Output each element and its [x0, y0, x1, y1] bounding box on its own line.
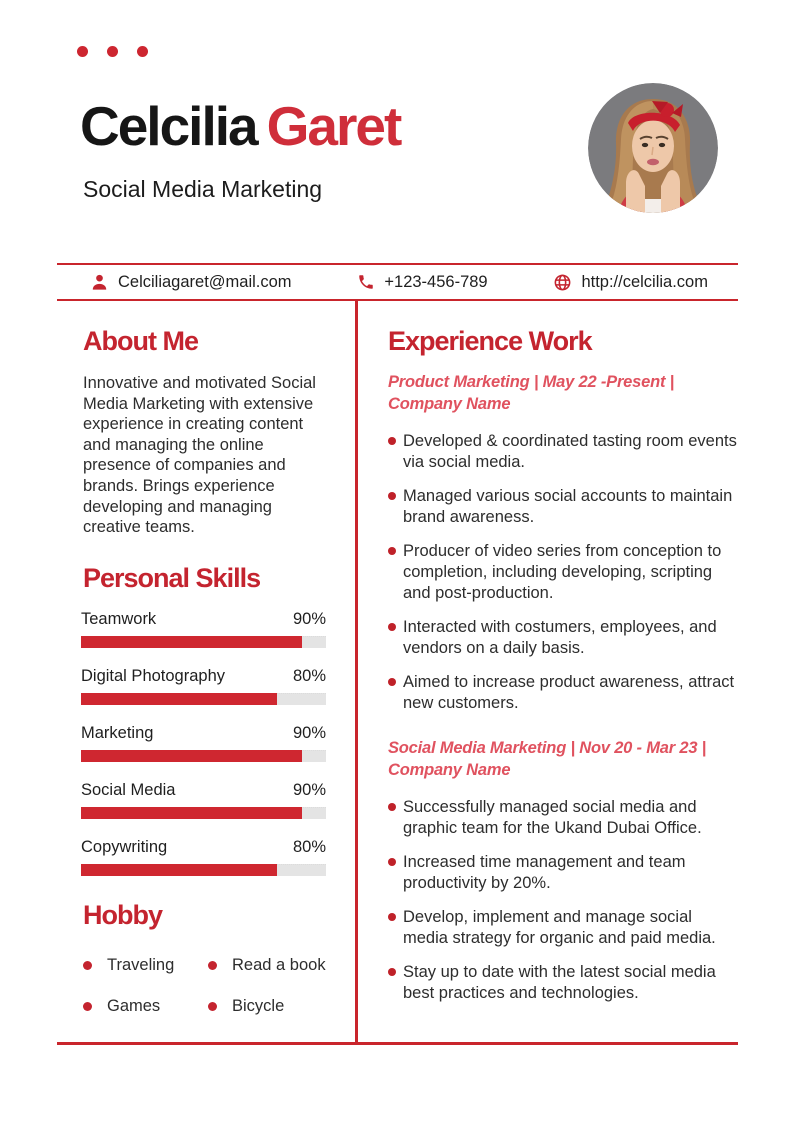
job-bullet-list: Developed & coordinated tasting room eve… [388, 431, 740, 714]
bullet-text: Aimed to increase product awareness, att… [403, 673, 735, 712]
last-name: Garet [266, 95, 403, 157]
hobby-item: Read a book [208, 956, 331, 975]
job-bullet: Aimed to increase product awareness, att… [388, 672, 740, 714]
skill-bar-track [81, 635, 326, 648]
red-dot-icon [137, 46, 148, 57]
bullet-text: Developed & coordinated tasting room eve… [403, 432, 737, 471]
hobby-item: Bicycle [208, 997, 331, 1016]
bullet-text: Producer of video series from conception… [403, 542, 722, 602]
bottom-rule [57, 1042, 738, 1045]
phone-text: +123-456-789 [384, 272, 488, 291]
bullet-icon [208, 1001, 217, 1011]
skill-row: Copywriting 80% [81, 837, 331, 876]
skill-row: Marketing 90% [81, 723, 331, 762]
first-name: Celcilia [80, 95, 259, 157]
hobby-label: Games [107, 996, 161, 1015]
contact-email[interactable]: Celciliagaret@mail.com [90, 273, 292, 292]
bullet-icon [388, 492, 396, 500]
skill-percent: 80% [292, 837, 326, 856]
skill-bar-track [81, 806, 326, 819]
skill-label: Digital Photography [81, 666, 226, 685]
hobby-item: Traveling [83, 956, 208, 975]
bullet-text: Successfully managed social media and gr… [403, 798, 702, 837]
person-name: Celcilia Garet [80, 94, 403, 158]
right-column: Experience Work Product Marketing | May … [388, 328, 740, 1017]
bullet-icon [388, 803, 396, 811]
contact-phone[interactable]: +123-456-789 [357, 272, 488, 292]
skill-bar-fill [81, 635, 302, 648]
bullet-icon [388, 437, 396, 445]
skill-bar-fill [81, 692, 277, 705]
bullet-text: Increased time management and team produ… [403, 853, 686, 892]
hobby-label: Bicycle [232, 996, 285, 1015]
skill-label: Teamwork [81, 609, 157, 628]
hobby-label: Read a book [232, 955, 326, 974]
skill-label: Copywriting [81, 837, 168, 856]
bullet-icon [83, 960, 92, 970]
email-text: Celciliagaret@mail.com [118, 272, 292, 291]
hobby-title: Hobby [83, 899, 163, 930]
hobby-label: Traveling [107, 955, 175, 974]
personal-skills-title: Personal Skills [83, 562, 261, 593]
job-bullet-list: Successfully managed social media and gr… [388, 797, 740, 1004]
job-bullet: Stay up to date with the latest social m… [388, 962, 740, 1004]
skill-bar-track [81, 749, 326, 762]
skill-row: Social Media 90% [81, 780, 331, 819]
hobby-item: Games [83, 997, 208, 1016]
hobby-list: Traveling Read a book Games Bicycle [83, 956, 331, 1016]
bullet-icon [208, 960, 217, 970]
bullet-icon [83, 1001, 92, 1011]
job-subtitle: Social Media Marketing [83, 176, 323, 202]
skill-percent: 80% [292, 666, 326, 685]
skill-label: Marketing [81, 723, 154, 742]
red-dot-icon [107, 46, 118, 57]
red-dot-icon [77, 46, 88, 57]
bullet-text: Interacted with costumers, employees, an… [403, 618, 717, 657]
skill-label: Social Media [81, 780, 176, 799]
skill-percent: 90% [292, 609, 326, 628]
website-text: http://celcilia.com [581, 272, 708, 291]
bullet-text: Develop, implement and manage social med… [403, 908, 716, 947]
bullet-text: Stay up to date with the latest social m… [403, 963, 716, 1002]
skill-row: Digital Photography 80% [81, 666, 331, 705]
job-bullet: Managed various social accounts to maint… [388, 486, 740, 528]
job-bullet: Successfully managed social media and gr… [388, 797, 740, 839]
about-me-title: About Me [83, 326, 199, 356]
skill-bar-fill [81, 806, 302, 819]
profile-photo [588, 83, 718, 213]
column-divider [355, 301, 358, 1042]
portrait-illustration [588, 83, 718, 213]
contact-bar: Celciliagaret@mail.com +123-456-789 http… [57, 263, 738, 301]
skill-bar-track [81, 692, 326, 705]
skill-bar-fill [81, 863, 277, 876]
about-me-text: Innovative and motivated Social Media Ma… [83, 374, 316, 537]
bullet-icon [388, 623, 396, 631]
job-bullet: Interacted with costumers, employees, an… [388, 617, 740, 659]
bullet-icon [388, 858, 396, 866]
job-heading: Product Marketing | May 22 -Present | Co… [388, 373, 675, 413]
bullet-icon [388, 678, 396, 686]
left-column: About Me Innovative and motivated Social… [81, 326, 331, 1016]
bullet-icon [388, 913, 396, 921]
job-bullet: Increased time management and team produ… [388, 852, 740, 894]
decorative-dots [77, 46, 148, 57]
bullet-text: Managed various social accounts to maint… [403, 487, 733, 526]
skill-bar-fill [81, 749, 302, 762]
skill-row: Teamwork 90% [81, 609, 331, 648]
bullet-icon [388, 547, 396, 555]
globe-icon [555, 274, 571, 290]
contact-website[interactable]: http://celcilia.com [553, 273, 708, 292]
skill-percent: 90% [292, 723, 326, 742]
person-icon [92, 274, 107, 290]
experience-title: Experience Work [388, 326, 593, 356]
job-bullet: Producer of video series from conception… [388, 541, 740, 604]
job-bullet: Developed & coordinated tasting room eve… [388, 431, 740, 473]
job-bullet: Develop, implement and manage social med… [388, 907, 740, 949]
phone-icon [359, 275, 374, 289]
bullet-icon [388, 968, 396, 976]
skill-percent: 90% [292, 780, 326, 799]
skill-bar-track [81, 863, 326, 876]
job-heading: Social Media Marketing | Nov 20 - Mar 23… [388, 739, 707, 779]
